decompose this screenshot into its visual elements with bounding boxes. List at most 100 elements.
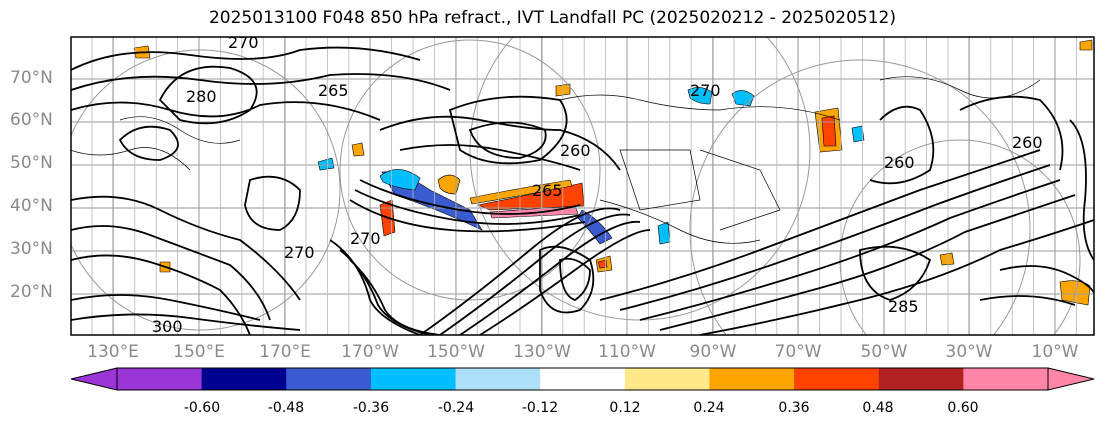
contour-line	[329, 239, 421, 335]
anomaly-patch	[379, 169, 421, 191]
lat-label-30n: 30°N	[10, 239, 53, 259]
map-frame	[70, 36, 1095, 336]
colorbar-tick-label: 0.48	[862, 400, 894, 416]
contour-line	[71, 46, 421, 71]
contour-line	[999, 265, 1094, 300]
contour-line	[118, 125, 179, 161]
anomaly-patch	[851, 125, 865, 143]
contour-value-label: 260	[884, 153, 915, 172]
colorbar-frame	[116, 367, 1049, 391]
colorbar-segment	[794, 368, 880, 390]
contour-line	[379, 115, 621, 171]
contour-line	[979, 295, 1076, 306]
anomaly-patch	[597, 259, 608, 269]
projection-circle	[689, 59, 1031, 335]
colorbar-segment	[117, 368, 203, 390]
lon-label-30w: 30°W	[945, 342, 993, 362]
contour-line	[71, 101, 381, 121]
contour-value-label: 300	[152, 317, 183, 336]
contour-line	[639, 179, 1061, 321]
colorbar-segment	[286, 368, 372, 390]
contour-line	[539, 245, 595, 314]
anomaly-patch	[687, 87, 713, 105]
colorbar-segment	[709, 368, 795, 390]
lon-label-70w: 70°W	[774, 342, 822, 362]
lon-label-130w: 130°W	[513, 342, 571, 362]
contour-line	[419, 207, 621, 335]
colorbar-segment	[455, 368, 541, 390]
lat-label-60n: 60°N	[10, 110, 53, 130]
contour-line	[71, 73, 451, 91]
colorbar-tick-label: -0.48	[267, 400, 305, 416]
colorbar-extend-high	[1047, 367, 1095, 391]
lat-label-20n: 20°N	[10, 282, 53, 302]
anomaly-patch	[821, 115, 837, 147]
lon-label-150e: 150°E	[173, 342, 225, 362]
contour-line	[468, 121, 547, 159]
lon-label-170e: 170°E	[259, 342, 311, 362]
contour-value-label: 260	[560, 141, 591, 160]
coastline	[619, 149, 701, 211]
projection-circle	[839, 139, 1081, 335]
lon-label-170w: 170°W	[341, 342, 399, 362]
contour-line	[244, 175, 301, 231]
contour-value-label: 265	[532, 181, 563, 200]
lon-label-50w: 50°W	[860, 342, 908, 362]
colorbar-segment	[624, 368, 710, 390]
lon-label-90w: 90°W	[689, 342, 737, 362]
contour-line	[71, 225, 271, 321]
colorbar-segment	[963, 368, 1049, 390]
anomaly-patch	[351, 142, 365, 157]
lat-label-70n: 70°N	[10, 68, 53, 88]
colorbar-tick-label: 0.12	[609, 400, 641, 416]
contour-line	[599, 149, 1041, 301]
contour-line	[349, 199, 586, 233]
anomaly-patch	[939, 252, 955, 266]
contour-line	[448, 95, 568, 165]
colorbar-extend-low	[70, 367, 118, 391]
contour-line	[439, 213, 631, 335]
map-content: 270 280 265 270 260 270 265 260 260 270 300 285	[71, 33, 1094, 336]
colorbar-tick-label: -0.12	[521, 400, 559, 416]
contour-line	[479, 229, 651, 335]
contour-line	[349, 259, 441, 335]
contour-line	[71, 313, 301, 331]
contour-line	[859, 245, 932, 301]
contour-value-label: 260	[1012, 133, 1043, 152]
contour-line	[71, 195, 301, 301]
contour-line	[359, 179, 581, 215]
colorbar	[70, 367, 1095, 391]
contour-line	[71, 294, 261, 321]
colorbar-segment	[878, 368, 964, 390]
lon-label-130e: 130°E	[87, 342, 139, 362]
contour-value-label: 285	[888, 297, 919, 316]
map-title: 2025013100 F048 850 hPa refract., IVT La…	[208, 8, 896, 28]
coastline	[879, 76, 1041, 99]
contour-value-label: 270	[350, 229, 381, 248]
contour-value-label: 280	[186, 87, 217, 106]
colorbar-tick-label: -0.36	[352, 400, 390, 416]
anomaly-patch	[657, 221, 671, 245]
contour-line	[659, 194, 1076, 331]
lat-label-50n: 50°N	[10, 153, 53, 173]
contour-line	[619, 164, 1051, 311]
contour-line	[869, 105, 935, 185]
contour-line	[559, 257, 591, 301]
colorbar-segment	[201, 368, 287, 390]
contour-line	[959, 95, 1064, 171]
lon-label-10w: 10°W	[1031, 342, 1079, 362]
coastline	[71, 147, 191, 171]
colorbar-tick-label: -0.60	[183, 400, 221, 416]
projection-circle	[71, 49, 341, 331]
anomaly-patch	[469, 179, 573, 205]
anomaly-patch	[1079, 39, 1093, 51]
contour-line	[354, 189, 581, 225]
contour-value-label: 270	[228, 33, 259, 52]
contour-line	[399, 144, 581, 171]
contour-line	[1069, 119, 1094, 261]
coastline	[699, 149, 781, 231]
coastline	[559, 94, 841, 121]
contour-value-label: 270	[690, 81, 721, 100]
contour-value-label: 265	[318, 81, 349, 100]
